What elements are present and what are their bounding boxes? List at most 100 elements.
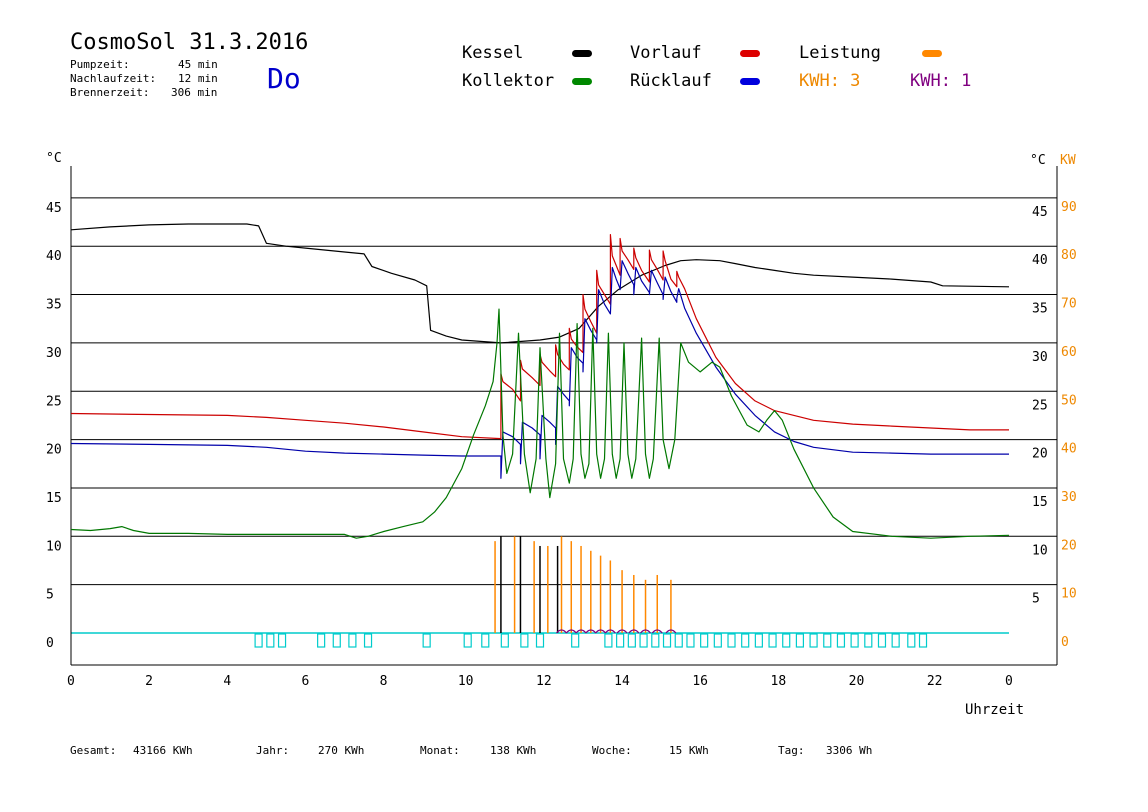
legend-ruecklauf-swatch <box>740 78 760 85</box>
x-tick-label: 16 <box>692 674 708 689</box>
legend-vorlauf-swatch <box>740 50 760 57</box>
x-tick-label: 0 <box>1005 674 1013 689</box>
pump-mark <box>422 633 431 648</box>
pump-mark <box>535 633 545 648</box>
pump-mark <box>782 633 791 648</box>
x-tick-label: 22 <box>927 674 943 689</box>
pump-mark <box>481 633 490 648</box>
pump-mark <box>795 633 805 648</box>
series-vorlauf-line <box>70 234 1009 440</box>
pump-mark <box>662 633 672 648</box>
pump-mark <box>651 633 660 648</box>
pump-mark <box>604 633 613 648</box>
legend-kwh-2: KWH: 1 <box>910 71 972 91</box>
y-right-kw-tick-label: 80 <box>1061 248 1077 263</box>
series-kollektor-line <box>70 308 1010 539</box>
pump-mark <box>363 633 373 648</box>
pump-time-label: Pumpzeit: <box>70 58 130 71</box>
year-energy-label: Jahr: <box>256 744 290 757</box>
y-left-tick-label: 15 <box>46 491 62 506</box>
right-axis-kw-unit: KW <box>1060 153 1076 168</box>
pump-mark <box>850 633 859 648</box>
legend-ruecklauf-label: Rücklauf <box>630 71 712 91</box>
pump-mark <box>877 633 887 648</box>
y-right-tick-label: 20 <box>1032 447 1048 462</box>
pump-mark <box>254 633 263 648</box>
pump-mark <box>674 633 683 648</box>
pump-mark <box>891 633 900 648</box>
pump-mark <box>727 633 736 648</box>
week-energy-value: 15 KWh <box>669 744 709 757</box>
y-right-tick-label: 45 <box>1032 205 1048 220</box>
pump-mark <box>713 633 722 648</box>
x-tick-label: 4 <box>223 674 231 689</box>
pump-time-value: 45 min <box>178 58 218 71</box>
x-axis-label: Uhrzeit <box>965 702 1024 718</box>
x-tick-label: 0 <box>67 674 75 689</box>
y-left-tick-label: 35 <box>46 298 62 313</box>
y-right-kw-tick-label: 90 <box>1061 200 1077 215</box>
series-ruecklauf-line <box>70 260 1009 479</box>
pump-mark <box>700 633 709 648</box>
pump-mark <box>500 633 509 648</box>
pump-mark <box>627 633 636 648</box>
pump-mark <box>836 633 846 648</box>
kwh2-bump <box>556 629 567 634</box>
year-energy-value: 270 KWh <box>318 744 365 757</box>
y-right-tick-label: 30 <box>1032 350 1048 365</box>
pump-mark <box>266 633 275 648</box>
y-right-kw-tick-label: 50 <box>1061 393 1077 408</box>
legend-kwh-solar: KWH: 3 <box>799 71 861 91</box>
pump-mark <box>520 633 529 648</box>
pump-mark <box>277 633 287 648</box>
legend-vorlauf-label: Vorlauf <box>630 43 702 63</box>
y-right-tick-label: 5 <box>1032 592 1040 607</box>
legend-kessel-swatch <box>572 50 592 57</box>
legend-kessel-label: Kessel <box>462 43 524 63</box>
app-title: CosmoSol 31.3.2016 <box>70 30 309 55</box>
kwh2-bump <box>565 629 577 634</box>
y-left-tick-label: 25 <box>46 394 62 409</box>
pump-mark <box>823 633 832 648</box>
pump-mark <box>463 633 472 648</box>
pump-mark <box>741 633 750 648</box>
overrun-time-label: Nachlaufzeit: <box>70 72 157 85</box>
pump-mark <box>616 633 625 648</box>
pump-mark <box>348 633 357 648</box>
chart-axes <box>70 166 1058 666</box>
y-left-tick-label: 45 <box>46 201 62 216</box>
chart-series <box>70 223 1010 648</box>
y-right-kw-tick-label: 20 <box>1061 538 1077 553</box>
chart-tick-labels: 0 2 4 6 8 10 12 14 16 18 20 22 0 0 5 10 15 20 25 30 35 40 45 5 1… <box>46 200 1077 689</box>
month-energy-label: Monat: <box>420 744 460 757</box>
pump-mark <box>754 633 763 648</box>
legend-leistung-swatch <box>922 50 942 57</box>
overrun-time-value: 12 min <box>178 72 218 85</box>
kwh2-bump <box>604 629 616 634</box>
kwh2-bump <box>665 629 677 634</box>
kwh2-bump <box>616 629 628 634</box>
kwh2-bump <box>585 629 597 634</box>
pump-mark <box>768 633 777 648</box>
y-left-tick-label: 40 <box>46 249 62 264</box>
y-right-kw-tick-label: 0 <box>1061 635 1069 650</box>
kwh2-bump <box>651 629 663 634</box>
pump-mark <box>317 633 326 648</box>
y-left-tick-label: 5 <box>46 588 54 603</box>
x-tick-label: 6 <box>302 674 310 689</box>
x-tick-label: 10 <box>458 674 474 689</box>
x-tick-label: 20 <box>849 674 865 689</box>
legend-kollektor-label: Kollektor <box>462 71 555 91</box>
y-left-tick-label: 10 <box>46 539 62 554</box>
y-left-tick-label: 0 <box>46 636 54 651</box>
series-kessel-line <box>70 223 1010 344</box>
x-tick-label: 2 <box>145 674 153 689</box>
pump-mark <box>809 633 818 648</box>
left-axis-unit: °C <box>46 151 62 166</box>
y-right-kw-tick-label: 70 <box>1061 297 1077 312</box>
pump-mark <box>686 633 695 648</box>
y-right-tick-label: 40 <box>1032 253 1048 268</box>
pump-mark <box>571 633 580 648</box>
x-tick-label: 14 <box>614 674 630 689</box>
